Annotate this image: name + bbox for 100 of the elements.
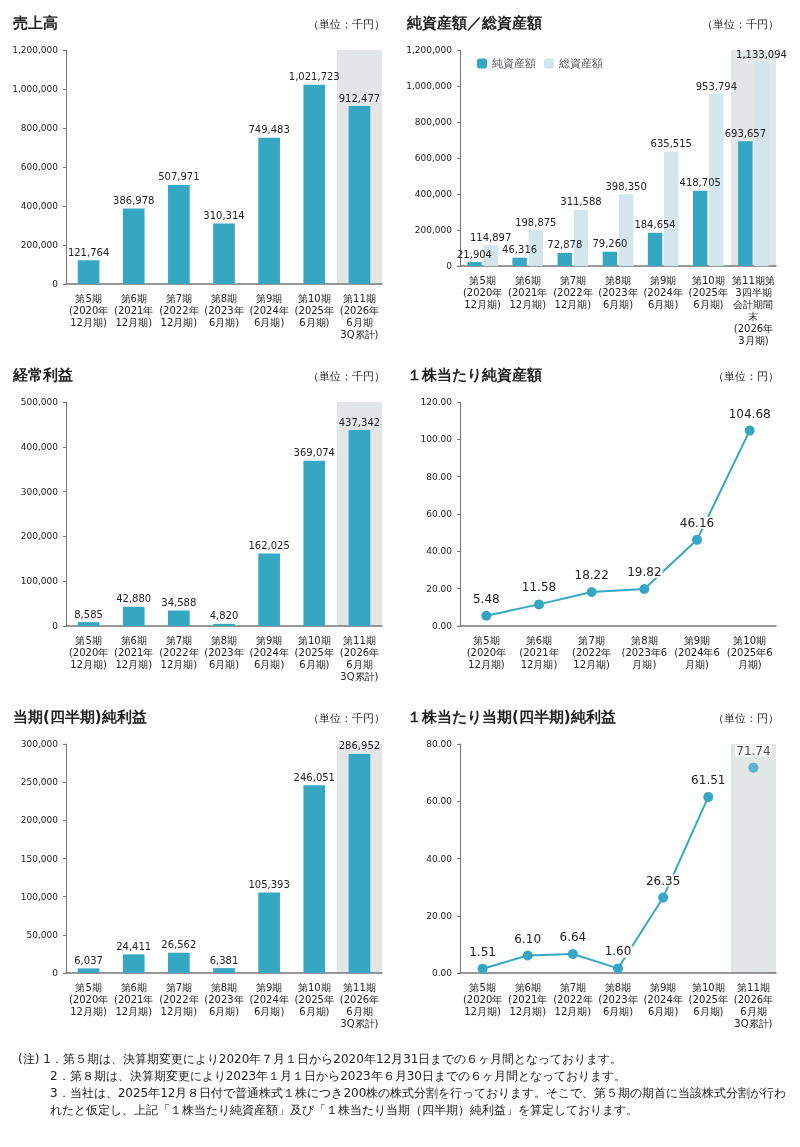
point bbox=[639, 584, 650, 594]
data-label: 26.35 bbox=[645, 873, 681, 888]
y-tick-label: 0 bbox=[52, 968, 59, 978]
x-tick-label: 第9期 (2024年6月期) bbox=[249, 634, 289, 670]
chart-title: １株当たり当期(四半期)純利益 bbox=[407, 707, 616, 726]
data-label: 71.74 bbox=[736, 743, 771, 758]
bar bbox=[692, 190, 708, 266]
data-label: 5.48 bbox=[472, 591, 500, 606]
x-tick-label: 第11期 (2026年6月期 3Q累計) bbox=[339, 292, 380, 340]
x-tick-label: 第11期 (2026年6月期 3Q累計) bbox=[733, 981, 774, 1029]
x-tick-label: 第10期 (2025年6月期) bbox=[294, 634, 334, 670]
y-tick-label: 120.00 bbox=[420, 397, 453, 407]
y-tick-label: 1,000,000 bbox=[406, 81, 453, 91]
data-label: 114,897 bbox=[469, 231, 512, 243]
bar bbox=[602, 251, 618, 266]
bar bbox=[213, 623, 235, 626]
point bbox=[522, 950, 533, 961]
data-label: 198,875 bbox=[515, 216, 557, 228]
y-tick-label: 20.00 bbox=[426, 583, 453, 594]
chart-title: １株当たり純資産額 bbox=[407, 365, 542, 384]
x-tick-label: 第7期 (2022年12月期) bbox=[553, 274, 593, 310]
x-tick-label: 第9期 (2024年6月期) bbox=[249, 981, 289, 1017]
chart-title: 当期(四半期)純利益 bbox=[13, 707, 147, 726]
point bbox=[658, 892, 669, 903]
y-tick-label: 300,000 bbox=[20, 486, 59, 497]
x-tick-label: 第7期 (2022年12月期) bbox=[553, 981, 593, 1017]
data-label: 24,411 bbox=[116, 940, 152, 952]
data-label: 105,393 bbox=[248, 879, 290, 891]
x-tick-label: 第11期第3四半期会計期間末 (2026年3月期) bbox=[732, 274, 775, 346]
y-tick-label: 600,000 bbox=[414, 153, 453, 163]
x-tick-label: 第9期 (2024年6月期) bbox=[249, 292, 289, 328]
y-tick-label: 400,000 bbox=[20, 201, 59, 211]
data-label: 386,978 bbox=[113, 195, 155, 207]
data-label: 6,037 bbox=[74, 954, 103, 966]
y-tick-label: 1,200,000 bbox=[406, 45, 453, 55]
data-label: 286,952 bbox=[338, 740, 381, 752]
x-tick-label: 第8期 (2023年6月期) bbox=[598, 981, 638, 1017]
x-tick-label: 第8期 (2023年6月期) bbox=[204, 292, 244, 328]
x-tick-label: 第9期 (2024年6月期) bbox=[643, 274, 683, 310]
point bbox=[477, 963, 488, 974]
data-label: 953,794 bbox=[695, 80, 738, 92]
bar bbox=[213, 968, 235, 973]
data-label: 310,314 bbox=[203, 209, 245, 221]
data-label: 184,654 bbox=[634, 219, 676, 231]
bar bbox=[512, 257, 527, 266]
chart-subtitle: （単位：千円） bbox=[702, 18, 779, 31]
x-tick-label: 第5期 (2020年12月期) bbox=[68, 634, 109, 670]
bar bbox=[303, 460, 326, 626]
y-tick-label: 20.00 bbox=[426, 910, 453, 921]
y-tick-label: 200,000 bbox=[414, 225, 453, 235]
y-tick-label: 200,000 bbox=[20, 815, 59, 826]
point bbox=[534, 599, 544, 610]
point bbox=[567, 949, 578, 959]
point bbox=[744, 425, 755, 436]
bar bbox=[168, 184, 190, 284]
bar bbox=[348, 106, 371, 284]
data-label: 398,350 bbox=[605, 180, 647, 192]
y-tick-label: 0 bbox=[52, 621, 59, 631]
bar bbox=[467, 262, 482, 266]
bar bbox=[258, 892, 280, 973]
x-tick-label: 第6期 (2021年12月期) bbox=[114, 292, 154, 328]
data-label: 4,820 bbox=[209, 610, 239, 622]
x-tick-label: 第9期 (2024年6月期) bbox=[674, 634, 720, 670]
x-tick-label: 第5期 (2020年12月期) bbox=[68, 981, 109, 1017]
x-tick-label: 第10期 (2025年6月期) bbox=[726, 634, 773, 670]
bar bbox=[77, 968, 100, 973]
text: 2．第８期は、決算期変更により2023年１月１日から2023年６月30日までの６ヶ月間となっております。 bbox=[49, 1068, 627, 1085]
data-label: 507,971 bbox=[158, 171, 200, 183]
data-label: 311,588 bbox=[560, 196, 602, 208]
point bbox=[703, 791, 714, 802]
x-tick-label: 第10期 (2025年6月期) bbox=[688, 981, 728, 1017]
bar bbox=[168, 610, 190, 626]
bar bbox=[258, 553, 280, 626]
x-tick-label: 第6期 (2021年12月期) bbox=[519, 634, 559, 670]
x-tick-label: 第7期 (2022年12月期) bbox=[159, 634, 199, 670]
text: (注) 1．第５期は、決算期変更により2020年７月１日から2020年12月31日までの６ヶ月間となっております。 bbox=[18, 1051, 624, 1068]
chart-title: 売上高 bbox=[13, 13, 58, 32]
data-label: 42,880 bbox=[116, 593, 152, 605]
y-tick-label: 500,000 bbox=[20, 397, 59, 407]
bar bbox=[77, 260, 100, 284]
y-tick-label: 0 bbox=[446, 261, 453, 271]
bar bbox=[557, 252, 572, 266]
data-label: 635,515 bbox=[650, 138, 692, 150]
data-label: 6,381 bbox=[209, 954, 239, 966]
x-tick-label: 第9期 (2024年6月期) bbox=[643, 981, 683, 1017]
point bbox=[613, 963, 623, 974]
y-tick-label: 0.00 bbox=[431, 621, 453, 631]
point bbox=[692, 534, 702, 545]
y-tick-label: 300,000 bbox=[20, 739, 59, 749]
data-label: 6.10 bbox=[514, 931, 542, 946]
bar bbox=[168, 952, 190, 973]
x-tick-label: 第6期 (2021年12月期) bbox=[508, 274, 548, 310]
y-tick-label: 250,000 bbox=[20, 777, 59, 788]
y-tick-label: 200,000 bbox=[20, 531, 59, 542]
text: 3．当社は、2025年12月８日付で普通株式１株につき200株の株式分割を行っております。そこで、第５期の期首に当該株式分割が行われたと仮定し、上記「１株当たり純資産額」及び「１株当たり当期（四半期）純利益」を算定しております。 bbox=[49, 1085, 788, 1119]
x-tick-label: 第6期 (2021年12月期) bbox=[114, 981, 154, 1017]
x-tick-label: 第6期 (2021年12月期) bbox=[508, 981, 548, 1017]
data-label: 18.22 bbox=[574, 567, 609, 582]
x-tick-label: 第7期 (2022年12月期) bbox=[159, 981, 199, 1017]
data-label: 8,585 bbox=[74, 608, 103, 620]
